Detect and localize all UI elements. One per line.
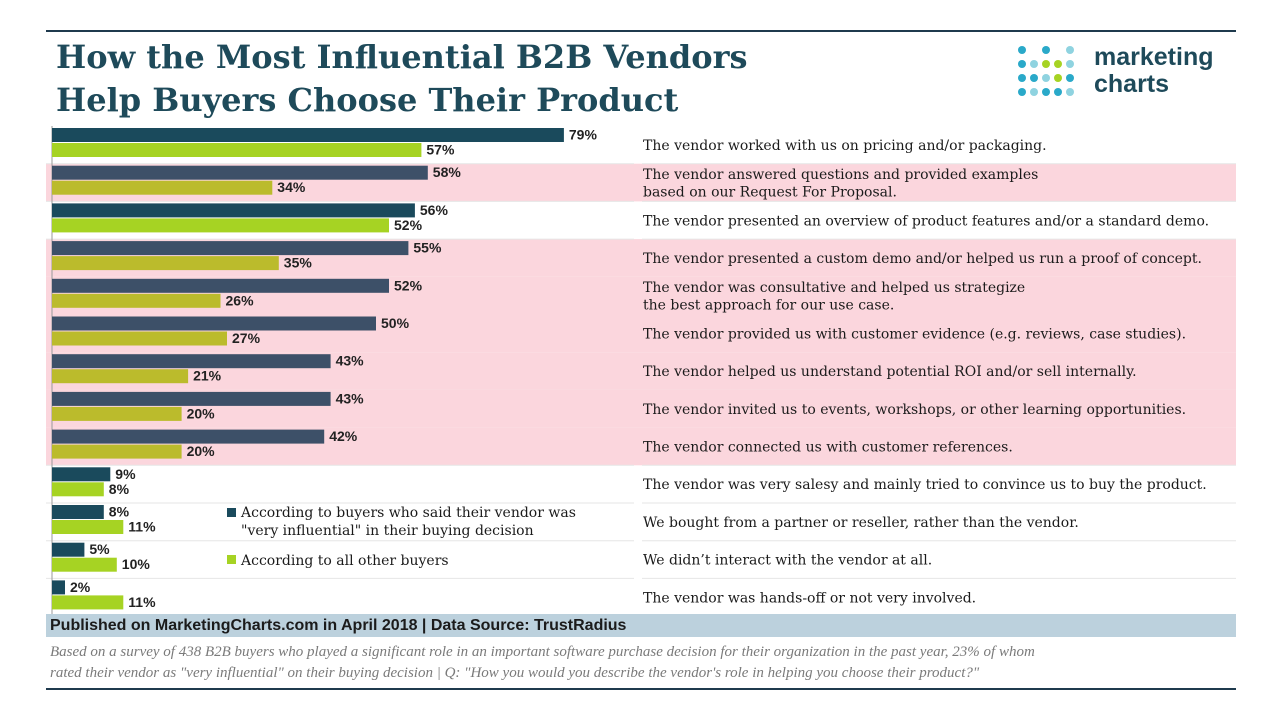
data-label: 8%: [109, 481, 130, 497]
bar-series-1: [52, 467, 111, 482]
logo-wordmark: marketing charts: [1094, 44, 1213, 98]
category-label: We bought from a partner or reseller, ra…: [643, 515, 1079, 531]
bar-series-2: [52, 482, 104, 497]
bar-series-1: [52, 278, 389, 293]
bar-series-2: [52, 595, 124, 610]
data-label: 35%: [284, 255, 313, 271]
logo-dots-icon: [1018, 46, 1074, 96]
footer-note-line-1: Based on a survey of 438 B2B buyers who …: [50, 644, 1035, 660]
data-label: 9%: [115, 466, 136, 482]
bar-series-2: [52, 180, 273, 195]
category-label: The vendor answered questions and provid…: [643, 167, 1038, 183]
bar-series-1: [52, 203, 415, 218]
footer-note-line-2: rated their vendor as "very influential"…: [50, 665, 980, 681]
data-label: 43%: [336, 353, 365, 369]
footer-bar: [46, 614, 1236, 637]
bar-series-1: [52, 580, 65, 595]
bar-series-1: [52, 128, 564, 142]
data-label: 52%: [394, 217, 423, 233]
data-label: 2%: [70, 579, 91, 595]
bar-series-2: [52, 331, 227, 346]
data-label: 56%: [420, 202, 449, 218]
category-label: The vendor was very salesy and mainly tr…: [643, 477, 1207, 493]
data-label: 20%: [187, 405, 216, 421]
legend-label-1-line-2: "very influential" in their buying decis…: [241, 523, 534, 539]
bar-series-2: [52, 557, 117, 572]
data-label: 52%: [394, 277, 423, 293]
top-rule: [46, 30, 1236, 32]
bar-series-1: [52, 354, 331, 369]
bar-series-2: [52, 218, 389, 233]
data-label: 42%: [329, 428, 358, 444]
data-label: 43%: [336, 390, 365, 406]
data-label: 5%: [89, 541, 110, 557]
category-label: the best approach for our use case.: [643, 297, 894, 313]
bar-series-2: [52, 406, 182, 421]
footer-note: Based on a survey of 438 B2B buyers who …: [50, 642, 1230, 684]
bar-series-2: [52, 369, 189, 384]
bar-series-2: [52, 256, 279, 271]
bar-series-1: [52, 542, 85, 557]
category-label: The vendor was consultative and helped u…: [643, 280, 1025, 296]
category-label: The vendor helped us understand potentia…: [643, 364, 1137, 380]
bar-series-1: [52, 316, 376, 331]
bar-series-1: [52, 429, 325, 444]
category-label: The vendor worked with us on pricing and…: [643, 138, 1047, 154]
category-label: The vendor presented an overview of prod…: [643, 213, 1209, 229]
legend-label-2: According to all other buyers: [240, 553, 449, 569]
legend-swatch-2: [227, 555, 236, 564]
logo-word-1: marketing: [1094, 43, 1214, 71]
footer-source: Published on MarketingCharts.com in Apri…: [50, 617, 627, 634]
legend-swatch-1: [227, 508, 236, 517]
logo-word-2: charts: [1094, 70, 1170, 98]
data-label: 27%: [232, 330, 261, 346]
bar-series-2: [52, 293, 221, 308]
bottom-rule: [46, 688, 1236, 690]
marketingcharts-logo: marketing charts: [1014, 44, 1234, 100]
page-title: How the Most Influential B2B Vendors Hel…: [56, 36, 956, 122]
data-label: 21%: [193, 368, 222, 384]
data-label: 58%: [433, 164, 462, 180]
data-label: 50%: [381, 315, 410, 331]
category-label: The vendor connected us with customer re…: [643, 440, 1013, 456]
category-label: The vendor invited us to events, worksho…: [643, 402, 1186, 418]
title-line-2: Help Buyers Choose Their Product: [56, 81, 679, 119]
data-label: 11%: [128, 594, 156, 610]
bar-series-2: [52, 143, 422, 157]
data-label: 8%: [109, 504, 130, 520]
data-label: 26%: [226, 292, 255, 308]
data-label: 20%: [187, 443, 216, 459]
data-label: 57%: [426, 142, 455, 158]
category-label: The vendor was hands-off or not very inv…: [643, 590, 976, 606]
category-label: based on our Request For Proposal.: [643, 184, 897, 200]
bar-series-2: [52, 520, 124, 534]
data-label: 79%: [569, 127, 598, 143]
data-label: 11%: [128, 519, 156, 535]
bar-series-1: [52, 391, 331, 406]
data-label: 55%: [413, 240, 442, 256]
title-line-1: How the Most Influential B2B Vendors: [56, 38, 748, 76]
legend-label-1: According to buyers who said their vendo…: [240, 505, 576, 521]
bar-series-2: [52, 444, 182, 459]
category-label: We didn’t interact with the vendor at al…: [643, 553, 932, 569]
category-label: The vendor presented a custom demo and/o…: [643, 251, 1202, 267]
data-label: 34%: [277, 179, 306, 195]
bar-series-1: [52, 165, 428, 180]
bar-series-1: [52, 241, 409, 256]
bar-series-1: [52, 505, 104, 519]
category-label: The vendor provided us with customer evi…: [643, 326, 1186, 342]
data-label: 10%: [122, 556, 151, 572]
